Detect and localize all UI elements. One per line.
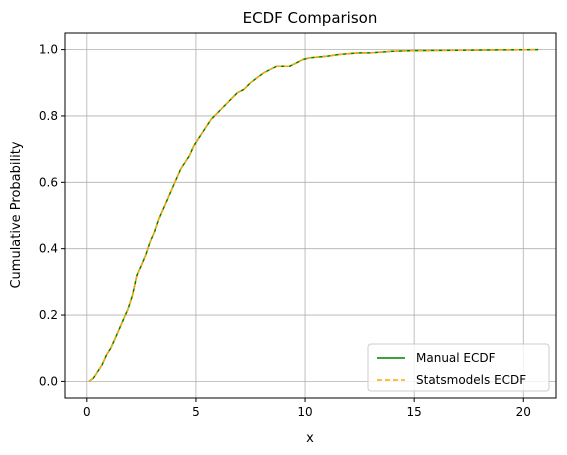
x-axis-label: x <box>306 431 314 446</box>
y-tick-label: 0.2 <box>39 308 58 322</box>
x-tick-label: 20 <box>516 405 531 419</box>
legend-box <box>367 343 550 392</box>
y-tick-label: 0.8 <box>39 109 58 123</box>
plot-frame <box>64 32 557 399</box>
x-tick-label: 0 <box>83 405 91 419</box>
y-axis-ticks: 0.0 0.2 0.4 0.6 0.8 1.0 <box>39 43 65 388</box>
legend: Manual ECDF Statsmodels ECDF <box>367 343 550 392</box>
x-tick-label: 5 <box>192 405 200 419</box>
x-axis-ticks: 0 5 10 15 20 <box>83 398 531 419</box>
chart-title: ECDF Comparison <box>243 9 378 27</box>
y-tick-label: 1.0 <box>39 43 58 57</box>
y-tick-label: 0.0 <box>39 374 58 388</box>
legend-label-manual: Manual ECDF <box>416 351 496 365</box>
x-tick-label: 10 <box>297 405 312 419</box>
x-tick-label: 15 <box>407 405 422 419</box>
y-axis-label: Cumulative Probability <box>9 141 24 288</box>
y-tick-label: 0.6 <box>39 175 58 189</box>
series-layer <box>88 48 539 382</box>
series-line-statsmodels-ecdf <box>88 48 539 382</box>
legend-label-statsmodels: Statsmodels ECDF <box>416 373 526 387</box>
y-tick-label: 0.4 <box>39 242 58 256</box>
